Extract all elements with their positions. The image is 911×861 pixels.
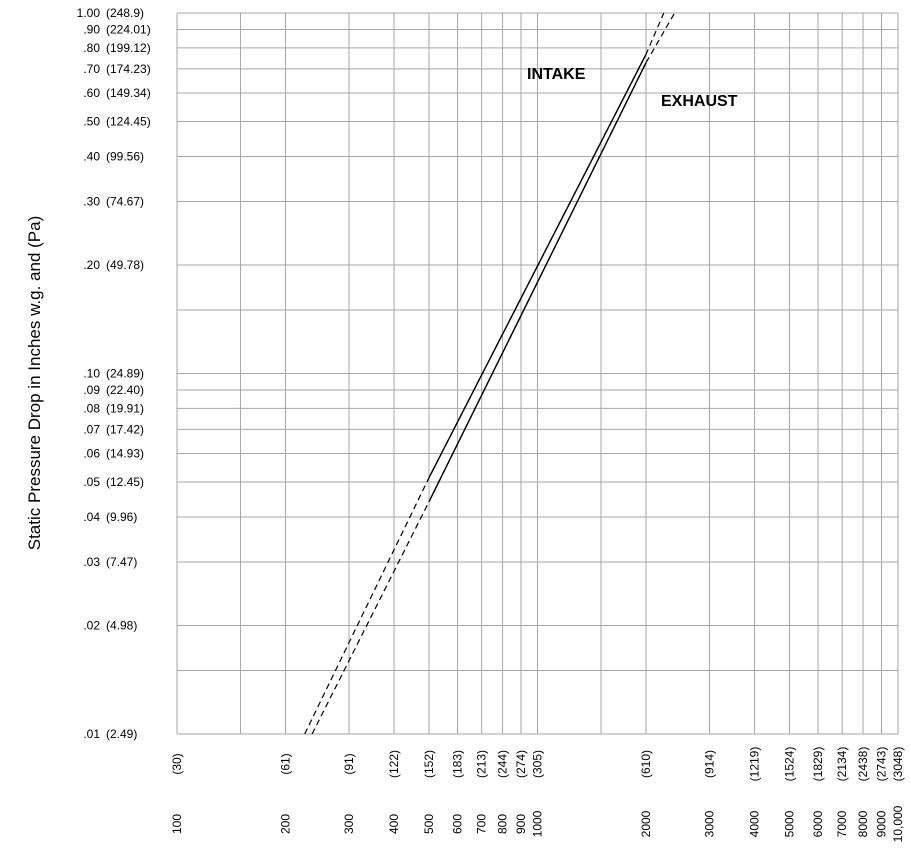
x-tick-sublabel: (213) (475, 750, 489, 778)
x-tick-sublabel: (1524) (782, 747, 796, 782)
y-tick-sublabel: (12.45) (106, 475, 144, 489)
y-tick-label: .05 (83, 475, 100, 489)
y-tick-label: .06 (83, 446, 100, 460)
series-label-exhaust: EXHAUST (661, 93, 738, 110)
x-tick-sublabel: (30) (170, 753, 184, 774)
y-tick-label: .90 (83, 22, 100, 36)
x-tick-label: 8000 (856, 810, 870, 837)
y-tick-sublabel: (22.40) (106, 383, 144, 397)
x-tick-label: 9000 (875, 810, 889, 837)
series-line-solid (428, 53, 647, 479)
x-tick-label: 700 (475, 814, 489, 834)
y-tick-sublabel: (14.93) (106, 446, 144, 460)
x-tick-label: 4000 (748, 810, 762, 837)
y-tick-label: 1.00 (77, 6, 101, 20)
x-tick-sublabel: (305) (531, 750, 545, 778)
grid (176, 12, 899, 735)
y-tick-sublabel: (124.45) (106, 115, 151, 129)
x-tick-sublabel: (183) (451, 750, 465, 778)
y-tick-sublabel: (199.12) (106, 41, 151, 55)
y-tick-sublabel: (174.23) (106, 62, 151, 76)
x-tick-sublabel: (152) (422, 750, 436, 778)
x-tick-sublabel: (1219) (748, 747, 762, 782)
x-tick-label: 200 (279, 814, 293, 834)
y-tick-sublabel: (99.56) (106, 149, 144, 163)
y-tick-label: .01 (83, 727, 100, 741)
y-tick-sublabel: (17.42) (106, 422, 144, 436)
x-tick-sublabel: (2438) (856, 747, 870, 782)
x-tick-sublabel: (610) (639, 750, 653, 778)
x-tick-sublabel: (3048) (891, 747, 905, 782)
y-axis-label: Static Pressure Drop in Inches w.g. and … (25, 216, 44, 551)
series-labels: INTAKE EXHAUST (527, 66, 738, 110)
y-tick-label: .20 (83, 258, 100, 272)
y-tick-sublabel: (74.67) (106, 194, 144, 208)
x-tick-label: 800 (496, 814, 510, 834)
x-tick-label: 3000 (703, 810, 717, 837)
x-tick-sublabel: (91) (342, 753, 356, 774)
y-tick-sublabel: (9.96) (106, 510, 137, 524)
x-tick-sublabel: (1829) (811, 747, 825, 782)
y-tick-label: .40 (83, 149, 100, 163)
y-tick-sublabel: (49.78) (106, 258, 144, 272)
x-tick-label: 500 (422, 814, 436, 834)
y-tick-sublabel: (2.49) (106, 727, 137, 741)
x-tick-label: 7000 (835, 810, 849, 837)
x-tick-label: 1000 (531, 810, 545, 837)
y-tick-label: .03 (83, 555, 100, 569)
y-tick-label: .50 (83, 115, 100, 129)
y-tick-label: .08 (83, 401, 100, 415)
y-tick-sublabel: (149.34) (106, 86, 151, 100)
y-tick-labels: 1.00 (248.9) .90 (224.01) .80 (199.12) .70 (174… (77, 6, 151, 741)
x-tick-label: 5000 (782, 810, 796, 837)
y-tick-sublabel: (24.89) (106, 367, 144, 381)
y-tick-label: .70 (83, 62, 100, 76)
series-line-solid (428, 62, 647, 503)
x-tick-label: 600 (451, 814, 465, 834)
x-tick-label: 10,000 (891, 805, 905, 842)
y-tick-label: .07 (83, 422, 100, 436)
y-tick-sublabel: (224.01) (106, 22, 151, 36)
y-tick-sublabel: (19.91) (106, 401, 144, 415)
y-tick-sublabel: (248.9) (106, 6, 144, 20)
y-tick-label: .80 (83, 41, 100, 55)
x-tick-sublabel: (2134) (835, 747, 849, 782)
y-tick-label: .09 (83, 383, 100, 397)
x-tick-sublabel: (122) (387, 750, 401, 778)
x-tick-label: 900 (514, 814, 528, 834)
x-tick-label: 100 (170, 814, 184, 834)
y-tick-label: .60 (83, 86, 100, 100)
series-label-intake: INTAKE (527, 66, 586, 83)
series-lines (304, 12, 676, 735)
x-tick-label: 2000 (639, 810, 653, 837)
x-tick-sublabel: (61) (279, 753, 293, 774)
y-tick-sublabel: (7.47) (106, 555, 137, 569)
y-tick-label: .10 (83, 367, 100, 381)
y-tick-label: .04 (83, 510, 100, 524)
x-tick-sublabel: (244) (496, 750, 510, 778)
x-tick-label: 400 (387, 814, 401, 834)
x-tick-sublabel: (274) (514, 750, 528, 778)
x-tick-labels: (30) 100 (61) 200 (91) 300 (122) 400 (152) 500 (18… (170, 747, 905, 843)
x-tick-label: 300 (342, 814, 356, 834)
y-tick-label: .02 (83, 618, 100, 632)
x-tick-sublabel: (914) (703, 750, 717, 778)
y-tick-sublabel: (4.98) (106, 618, 137, 632)
x-tick-label: 6000 (811, 810, 825, 837)
y-tick-label: .30 (83, 194, 100, 208)
x-tick-sublabel: (2743) (875, 747, 889, 782)
